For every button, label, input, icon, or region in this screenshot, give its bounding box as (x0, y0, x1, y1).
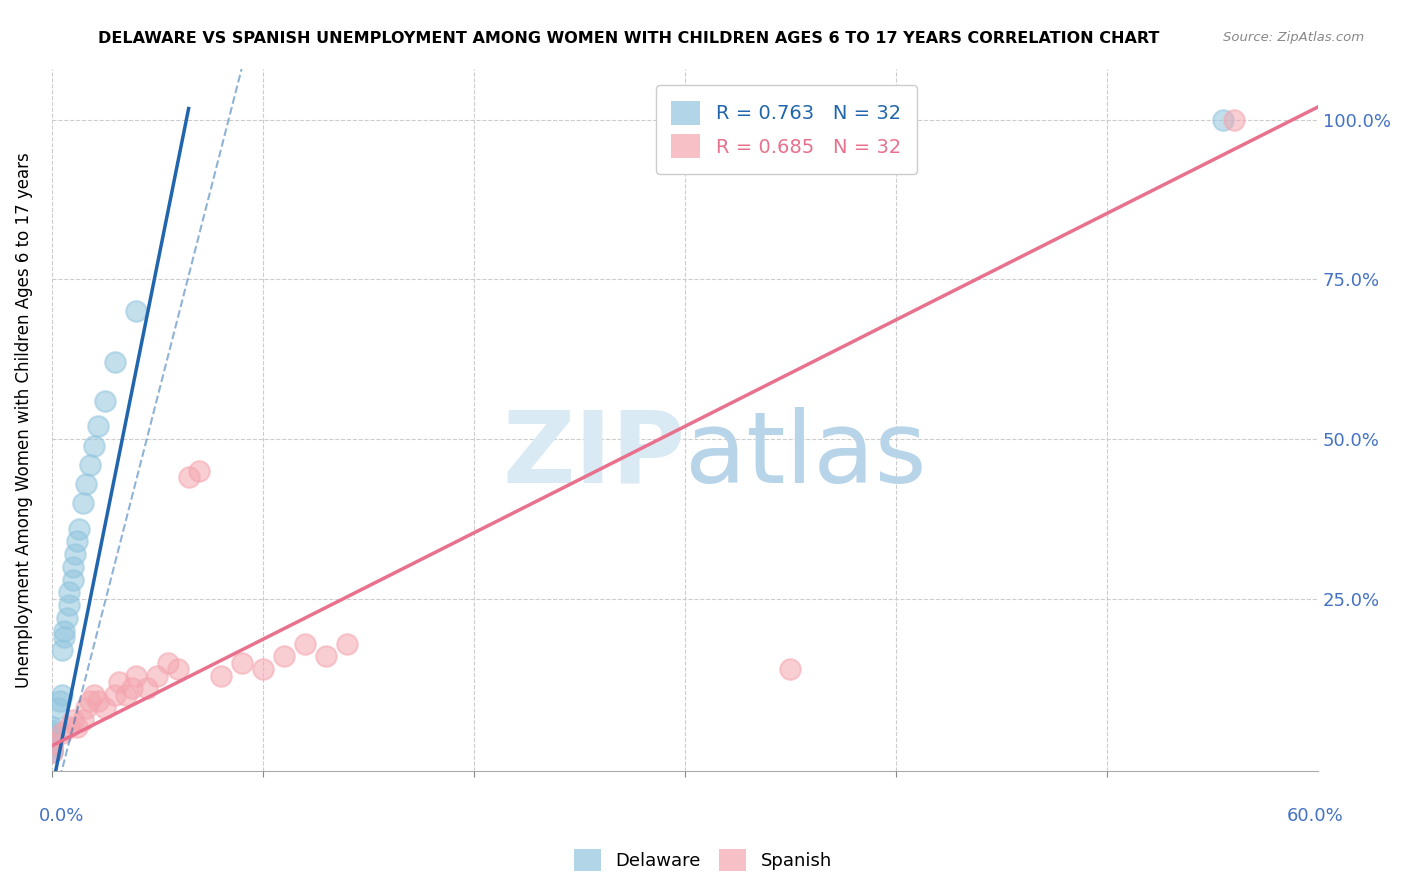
Point (58, 585, 80, 599)
Point (188, 464, 211, 478)
Point (146, 668, 169, 682)
Y-axis label: Unemployment Among Women with Children Ages 6 to 17 years: Unemployment Among Women with Children A… (15, 152, 32, 688)
Point (104, 688, 127, 702)
Point (51, 726, 73, 740)
Point (41, 742, 63, 756)
Point (55, 611, 77, 625)
Text: DELAWARE VS SPANISH UNEMPLOYMENT AMONG WOMEN WITH CHILDREN AGES 6 TO 17 YEARS CO: DELAWARE VS SPANISH UNEMPLOYMENT AMONG W… (98, 31, 1160, 46)
Point (79, 458, 101, 472)
Point (167, 662, 190, 676)
Point (75, 476, 97, 491)
Point (49, 694, 72, 708)
Point (252, 662, 274, 676)
Point (41, 745, 63, 759)
Point (41, 720, 63, 734)
Point (41, 723, 63, 737)
Point (41, 726, 63, 740)
Point (41, 739, 63, 753)
Point (75, 700, 97, 714)
Point (1212, 112, 1234, 127)
Point (83, 438, 105, 452)
Point (79, 694, 101, 708)
Text: 0.0%: 0.0% (39, 806, 84, 824)
Point (135, 681, 157, 696)
Point (83, 688, 105, 702)
Point (93, 700, 115, 714)
Point (1222, 112, 1244, 127)
Point (104, 355, 127, 369)
Point (231, 656, 253, 670)
Point (51, 643, 73, 657)
Point (121, 681, 143, 696)
Point (66, 534, 89, 549)
Text: Source: ZipAtlas.com: Source: ZipAtlas.com (1223, 31, 1364, 45)
Point (51, 688, 73, 702)
Point (336, 637, 359, 651)
Text: 60.0%: 60.0% (1286, 806, 1344, 824)
Point (62, 713, 84, 727)
Point (156, 656, 179, 670)
Point (62, 560, 84, 574)
Point (125, 668, 148, 682)
Point (41, 732, 63, 747)
Point (87, 419, 110, 434)
Point (46, 700, 69, 714)
Point (273, 649, 295, 664)
Legend: R = 0.763   N = 32, R = 0.685   N = 32: R = 0.763 N = 32, R = 0.685 N = 32 (655, 86, 917, 174)
Point (93, 393, 115, 408)
Point (125, 304, 148, 318)
Point (63, 547, 86, 561)
Text: atlas: atlas (685, 407, 927, 504)
Point (72, 713, 94, 727)
Point (87, 694, 110, 708)
Point (62, 573, 84, 587)
Point (114, 688, 136, 702)
Point (58, 720, 80, 734)
Point (779, 662, 801, 676)
Point (66, 720, 89, 734)
Point (41, 729, 63, 743)
Point (41, 745, 63, 759)
Point (67, 522, 90, 536)
Point (315, 649, 337, 664)
Point (53, 630, 76, 644)
Point (209, 668, 232, 682)
Text: ZIP: ZIP (502, 407, 685, 504)
Point (72, 496, 94, 510)
Legend: Delaware, Spanish: Delaware, Spanish (567, 842, 839, 879)
Point (108, 675, 131, 690)
Point (294, 637, 316, 651)
Point (177, 470, 200, 484)
Point (41, 736, 63, 750)
Point (58, 599, 80, 613)
Point (41, 736, 63, 750)
Point (53, 624, 76, 638)
